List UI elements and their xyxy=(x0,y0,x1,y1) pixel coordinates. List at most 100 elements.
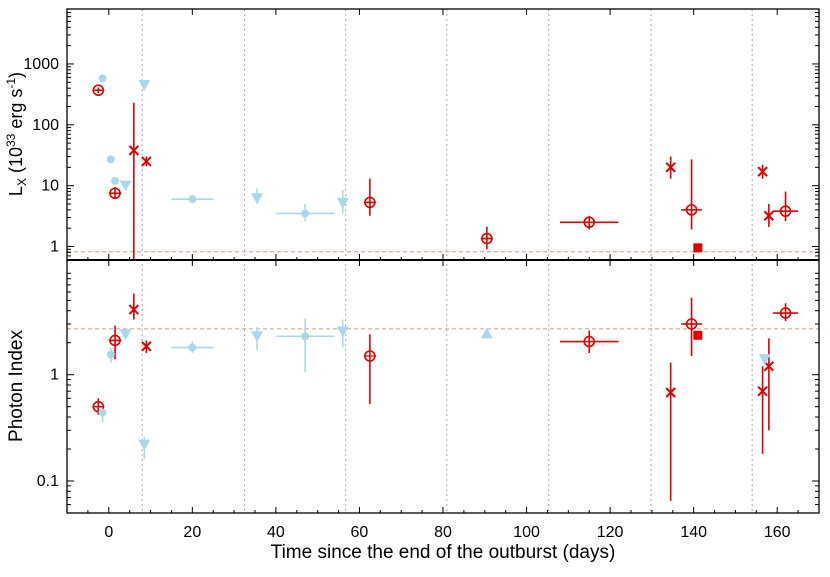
x-tick-label: 80 xyxy=(434,524,452,541)
cross-marker xyxy=(763,210,775,221)
x-tick-label: 120 xyxy=(597,524,624,541)
filled-circle-marker xyxy=(188,343,197,352)
down-triangle-marker xyxy=(758,354,771,366)
top-point-cross xyxy=(757,164,768,179)
filled-circle-marker xyxy=(111,176,120,185)
top-point-filled-circle xyxy=(98,74,107,83)
top-point-down-triangle xyxy=(251,188,264,205)
top-series-cross xyxy=(128,102,775,260)
filled-square-marker xyxy=(693,330,703,340)
bottom-point-open-circle xyxy=(92,398,105,415)
bottom-point-cross xyxy=(128,293,140,320)
top-point-open-circle xyxy=(480,226,493,250)
bottom-point-filled-circle xyxy=(106,347,115,363)
bottom-point-open-circle xyxy=(108,325,122,360)
bottom-point-down-triangle xyxy=(138,436,151,460)
top-series-open-circle xyxy=(92,84,799,250)
top-point-open-circle xyxy=(108,187,122,200)
x-tick-label: 20 xyxy=(183,524,201,541)
top-series-down-triangle xyxy=(119,80,349,214)
axis-ticks: 0 20 40 60 80 100 120 140 160 1 10 100 1000 0.1 1 xyxy=(23,8,820,541)
bottom-point-cross xyxy=(763,338,775,431)
bottom-series-filled-square xyxy=(693,330,703,340)
filled-circle-marker xyxy=(106,350,115,359)
bottom-point-open-circle xyxy=(681,297,703,356)
top-point-down-triangle xyxy=(138,80,151,92)
bottom-point-cross xyxy=(665,362,676,501)
top-point-cross xyxy=(141,156,152,167)
cross-marker xyxy=(128,304,140,315)
bottom-y-axis-label: Photon Index xyxy=(6,330,27,442)
top-series-filled-square xyxy=(693,243,703,253)
down-triangle-marker xyxy=(138,80,151,92)
filled-square-marker xyxy=(693,243,703,253)
top-point-open-circle xyxy=(559,215,619,230)
bottom-point-cross xyxy=(757,366,768,454)
top-y-tick-label: 10 xyxy=(41,178,59,195)
bottom-point-filled-circle xyxy=(98,408,107,422)
bottom-series-open-circle xyxy=(92,297,799,415)
top-point-open-circle xyxy=(773,191,799,222)
cross-marker xyxy=(141,341,152,352)
bottom-point-open-circle xyxy=(773,303,799,322)
cross-marker xyxy=(665,162,676,173)
top-point-open-circle xyxy=(92,84,105,97)
bottom-panel-frame xyxy=(66,259,820,514)
down-triangle-marker xyxy=(119,329,132,341)
top-y-tick-label: 1000 xyxy=(23,56,59,73)
cross-marker xyxy=(665,387,676,398)
cross-marker xyxy=(757,166,768,177)
top-point-filled-circle xyxy=(111,176,120,185)
top-point-down-triangle xyxy=(336,189,349,214)
axis-labels: Time since the end of the outburst (days… xyxy=(4,72,615,563)
bottom-point-open-circle xyxy=(559,330,619,354)
down-triangle-marker xyxy=(336,326,349,338)
bottom-series-down-triangle xyxy=(119,319,771,460)
top-point-filled-circle xyxy=(106,155,115,164)
top-y-tick-label: 1 xyxy=(50,239,59,256)
bottom-series-cross xyxy=(128,293,775,501)
top-series-filled-circle xyxy=(98,74,335,222)
bottom-point-filled-circle xyxy=(275,318,335,373)
down-triangle-marker xyxy=(336,197,349,209)
x-tick-label: 0 xyxy=(104,524,113,541)
filled-circle-marker xyxy=(188,195,197,204)
bottom-point-open-circle xyxy=(363,334,376,405)
top-point-filled-square xyxy=(693,243,703,253)
bottom-series-up-triangle xyxy=(480,327,493,339)
top-y-tick-label: 100 xyxy=(32,117,59,134)
x-tick-label: 160 xyxy=(764,524,791,541)
top-point-filled-circle xyxy=(171,195,214,204)
bottom-point-up-triangle xyxy=(480,327,493,339)
top-point-down-triangle xyxy=(119,180,132,192)
down-triangle-marker xyxy=(251,193,264,205)
top-panel-frame xyxy=(66,8,820,261)
top-point-open-circle xyxy=(363,178,376,216)
filled-circle-marker xyxy=(98,408,107,417)
cross-marker xyxy=(141,156,152,167)
top-point-cross xyxy=(665,156,676,179)
bottom-point-down-triangle xyxy=(758,354,771,366)
bottom-point-filled-circle xyxy=(171,341,214,354)
x-tick-label: 40 xyxy=(267,524,285,541)
bottom-y-tick-label: 1 xyxy=(50,367,59,384)
top-point-open-circle xyxy=(681,159,703,230)
top-point-cross xyxy=(128,102,140,260)
cross-marker xyxy=(763,361,775,372)
cross-marker xyxy=(757,385,768,397)
x-tick-label: 100 xyxy=(513,524,540,541)
filled-circle-marker xyxy=(98,74,107,83)
down-triangle-marker xyxy=(138,439,151,451)
bottom-y-tick-label: 0.1 xyxy=(37,473,59,490)
x-tick-label: 60 xyxy=(351,524,369,541)
filled-circle-marker xyxy=(106,155,115,164)
bottom-series-filled-circle xyxy=(98,318,335,422)
bottom-point-down-triangle xyxy=(119,329,132,341)
filled-circle-marker xyxy=(301,332,310,341)
filled-circle-marker xyxy=(301,209,310,218)
bottom-point-filled-square xyxy=(693,330,703,340)
down-triangle-marker xyxy=(251,331,264,343)
bottom-point-down-triangle xyxy=(336,319,349,348)
